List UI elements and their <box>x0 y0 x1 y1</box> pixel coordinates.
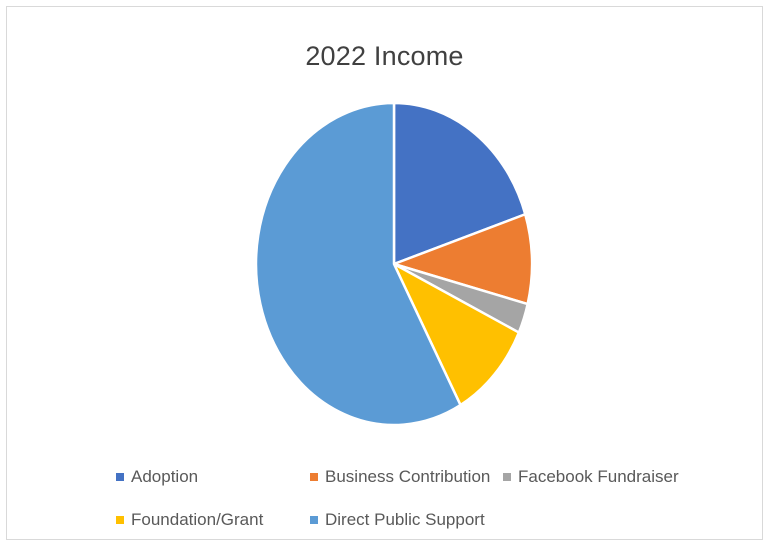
legend-swatch <box>310 473 318 481</box>
pie-slice-direct-public-support[interactable] <box>254 101 462 427</box>
legend-swatch <box>503 473 511 481</box>
legend-swatch <box>116 473 124 481</box>
legend-item-facebook-fundraiser[interactable]: Facebook Fundraiser <box>503 467 679 487</box>
legend-item-foundation-grant[interactable]: Foundation/Grant <box>116 510 263 530</box>
chart-frame: 2022 Income Adoption Business Contributio… <box>6 6 763 540</box>
legend-label: Facebook Fundraiser <box>518 467 679 486</box>
legend-swatch <box>310 516 318 524</box>
legend-item-direct-public-support[interactable]: Direct Public Support <box>310 510 485 530</box>
pie-slice-adoption[interactable] <box>392 101 527 266</box>
legend-swatch <box>116 516 124 524</box>
pie-slice-business-contribution[interactable] <box>392 213 534 306</box>
legend-item-adoption[interactable]: Adoption <box>116 467 198 487</box>
pie-chart <box>254 101 534 427</box>
legend-label: Foundation/Grant <box>131 510 264 529</box>
legend-item-business-contribution[interactable]: Business Contribution <box>310 467 490 487</box>
legend-label: Business Contribution <box>325 467 491 486</box>
chart-legend: Adoption Business Contribution Facebook Fu… <box>7 7 762 539</box>
legend-label: Adoption <box>131 467 199 486</box>
chart-title: 2022 Income <box>305 41 464 71</box>
pie-slice-foundation-grant[interactable] <box>392 262 521 407</box>
legend-label: Direct Public Support <box>325 510 485 529</box>
